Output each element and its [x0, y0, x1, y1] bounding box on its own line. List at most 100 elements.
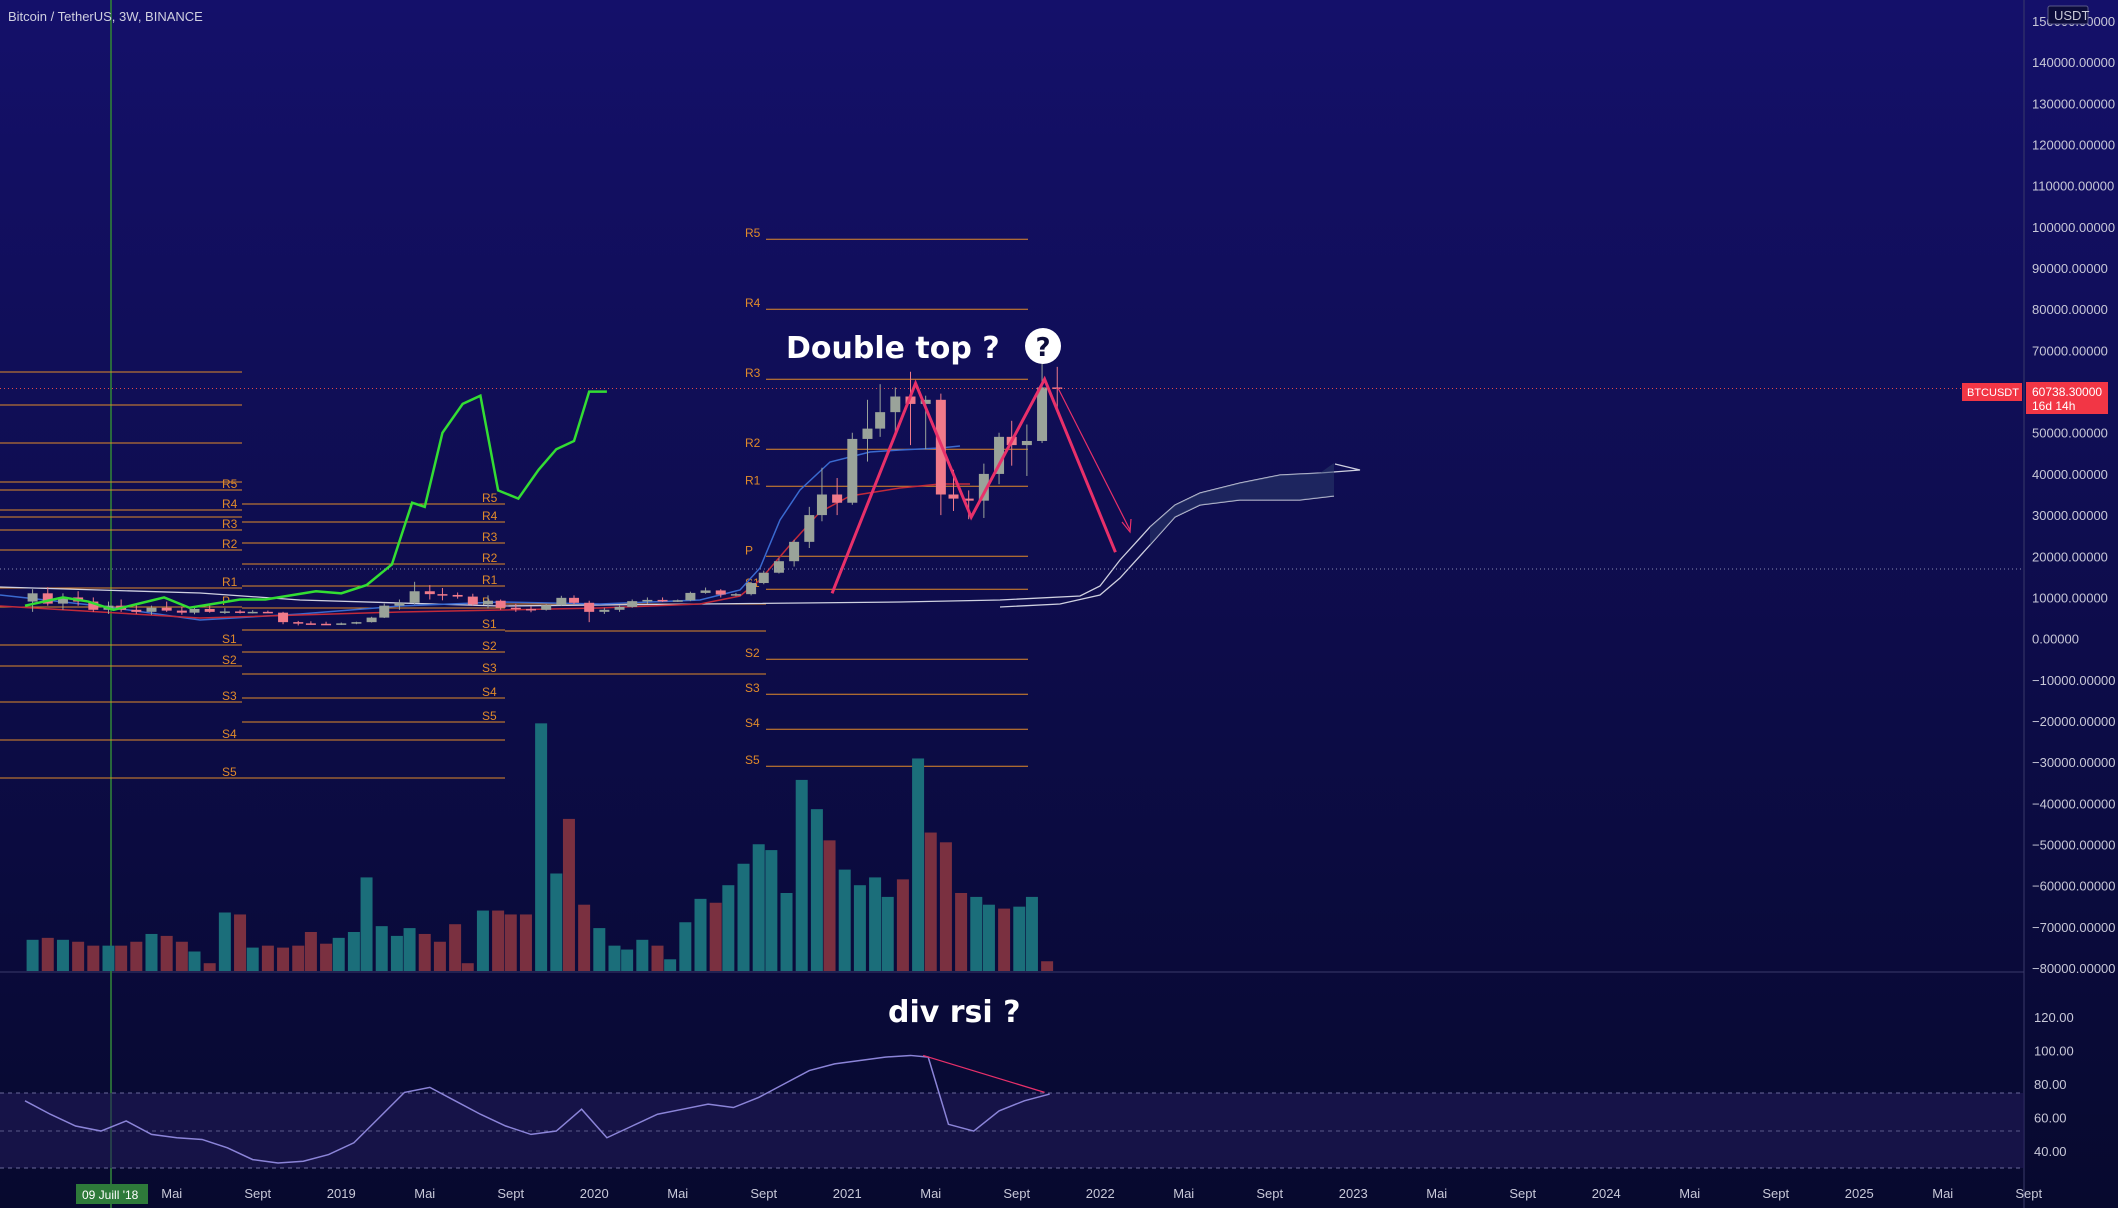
pivot-label: R5 [482, 491, 498, 505]
candle-body [27, 593, 38, 602]
candle-body [526, 608, 536, 611]
candle-body [1021, 440, 1032, 446]
candle-body [715, 590, 726, 595]
pivot-label: S4 [222, 727, 237, 741]
volume-bar [234, 914, 247, 971]
rsi-line [24, 1054, 1050, 1164]
rsi-path [24, 1054, 1050, 1164]
pivot-label: R3 [222, 517, 238, 531]
volume-bar [160, 935, 173, 971]
volume-bar [722, 885, 735, 971]
price-tick-label: 90000.00000 [2032, 261, 2108, 276]
volume-bar [332, 937, 345, 971]
price-tick-label: −60000.00000 [2032, 879, 2116, 894]
rsi-tick-label: 40.00 [2034, 1144, 2067, 1159]
projection-arrow [1057, 387, 1131, 531]
candle-body [88, 601, 99, 610]
candle-body [189, 608, 200, 613]
time-tick-label: 2025 [1845, 1186, 1874, 1201]
volume-bar [461, 963, 474, 971]
pivot-label: S1 [222, 632, 237, 646]
pivot-label: S3 [745, 681, 760, 695]
candle-body [161, 607, 172, 611]
volume-bar [1013, 906, 1026, 971]
candle-body [247, 611, 258, 614]
candle-body [832, 494, 843, 503]
volume-bar [304, 932, 317, 971]
double-top-path [830, 375, 1117, 594]
volume-bar [752, 844, 765, 971]
time-tick-label: Sept [1256, 1186, 1283, 1201]
volume-bar [218, 912, 231, 971]
volume-bar [277, 947, 290, 971]
candle-body [700, 590, 711, 593]
price-tick-label: −10000.00000 [2032, 673, 2116, 688]
volume-bar [795, 779, 808, 971]
time-tick-label: Mai [920, 1186, 941, 1201]
candle-body [875, 412, 886, 429]
price-tick-label: 30000.00000 [2032, 508, 2108, 523]
crosshair-date-label: 09 Juill '18 [82, 1188, 139, 1202]
rsi-tick-label: 100.00 [2034, 1043, 2074, 1058]
time-tick-label: Mai [161, 1186, 182, 1201]
candle-body [57, 597, 68, 604]
volume-bar [970, 896, 983, 971]
volume-bar [246, 947, 259, 971]
time-tick-label: Mai [414, 1186, 435, 1201]
candle-body [146, 607, 157, 612]
candle-body [672, 600, 683, 602]
green-line-path [24, 390, 607, 612]
price-tag-countdown: 16d 14h [2032, 399, 2075, 413]
candle-body [379, 605, 390, 618]
price-tick-label: −20000.00000 [2032, 714, 2116, 729]
currency-badge-bg[interactable] [2047, 5, 2089, 25]
volume-bar [433, 941, 446, 971]
candle-body [1052, 387, 1063, 389]
candle-body [424, 591, 435, 595]
candle-body [685, 592, 696, 601]
volume-bar [881, 896, 894, 971]
candle-body [556, 597, 567, 606]
pivot-label: S1 [482, 617, 497, 631]
candle-body [730, 594, 741, 596]
currency-badge[interactable]: USDT [2054, 8, 2089, 23]
candle-body [467, 596, 478, 605]
pivot-label: S4 [482, 685, 497, 699]
volume-bar [869, 877, 882, 971]
volume-bar [679, 922, 692, 971]
double-top-pattern [830, 375, 1117, 594]
candle-body [219, 611, 230, 613]
candle-body [495, 600, 506, 608]
pivot-label: S5 [482, 709, 497, 723]
pivot-label: R4 [482, 509, 498, 523]
candle-body [657, 599, 668, 602]
candle-body [978, 473, 989, 501]
volume-bar [1041, 961, 1054, 971]
volume-bar [823, 840, 836, 971]
candle-body [366, 617, 377, 623]
volume-bar [188, 951, 201, 971]
price-tick-label: 130000.00000 [2032, 96, 2115, 111]
pivot-label: R2 [222, 537, 238, 551]
candle-body [994, 436, 1005, 474]
question-mark: ? [1035, 333, 1050, 363]
volume-bar [476, 910, 489, 971]
pivot-label: S2 [482, 639, 497, 653]
pivot-label: S3 [482, 661, 497, 675]
time-tick-label: Sept [1003, 1186, 1030, 1201]
volume-bar [765, 850, 778, 971]
time-tick-label: 2023 [1339, 1186, 1368, 1201]
price-tag-bg [2026, 382, 2108, 414]
candle-body [176, 610, 187, 613]
pivot-label: R4 [745, 296, 761, 310]
rsi-tick-label: 120.00 [2034, 1010, 2074, 1025]
candle-body [351, 622, 362, 624]
candle-body [278, 612, 289, 623]
cloud-fill [1150, 463, 1334, 545]
volume-bar [924, 832, 937, 971]
pivot-label: R3 [745, 366, 761, 380]
time-tick-label: Sept [1762, 1186, 1789, 1201]
price-tick-label: 100000.00000 [2032, 220, 2115, 235]
volume-bar [621, 949, 634, 971]
time-tick-label: 2022 [1086, 1186, 1115, 1201]
